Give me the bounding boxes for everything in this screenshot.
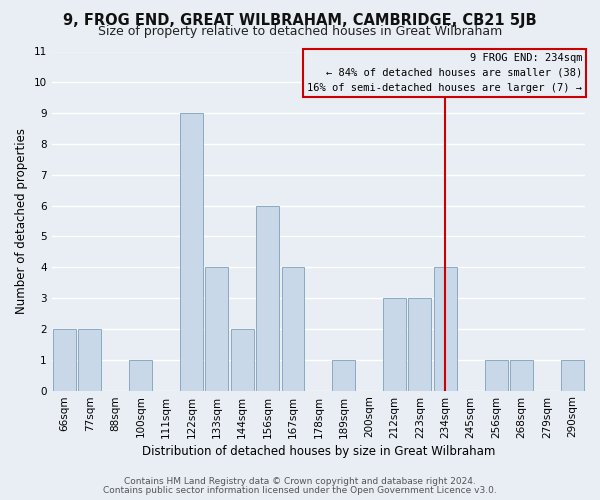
Bar xyxy=(510,360,533,390)
Bar xyxy=(256,206,279,390)
Bar xyxy=(332,360,355,390)
Bar xyxy=(129,360,152,390)
Text: 9, FROG END, GREAT WILBRAHAM, CAMBRIDGE, CB21 5JB: 9, FROG END, GREAT WILBRAHAM, CAMBRIDGE,… xyxy=(63,12,537,28)
Bar xyxy=(180,113,203,390)
Bar xyxy=(231,329,254,390)
Text: Contains public sector information licensed under the Open Government Licence v3: Contains public sector information licen… xyxy=(103,486,497,495)
Bar xyxy=(485,360,508,390)
Bar xyxy=(561,360,584,390)
Bar xyxy=(205,268,228,390)
Bar xyxy=(434,268,457,390)
Text: Contains HM Land Registry data © Crown copyright and database right 2024.: Contains HM Land Registry data © Crown c… xyxy=(124,477,476,486)
Text: Size of property relative to detached houses in Great Wilbraham: Size of property relative to detached ho… xyxy=(98,25,502,38)
Bar xyxy=(281,268,304,390)
Bar xyxy=(383,298,406,390)
Bar xyxy=(79,329,101,390)
X-axis label: Distribution of detached houses by size in Great Wilbraham: Distribution of detached houses by size … xyxy=(142,444,495,458)
Bar xyxy=(409,298,431,390)
Y-axis label: Number of detached properties: Number of detached properties xyxy=(15,128,28,314)
Text: 9 FROG END: 234sqm
← 84% of detached houses are smaller (38)
16% of semi-detache: 9 FROG END: 234sqm ← 84% of detached hou… xyxy=(307,53,583,93)
Bar xyxy=(53,329,76,390)
